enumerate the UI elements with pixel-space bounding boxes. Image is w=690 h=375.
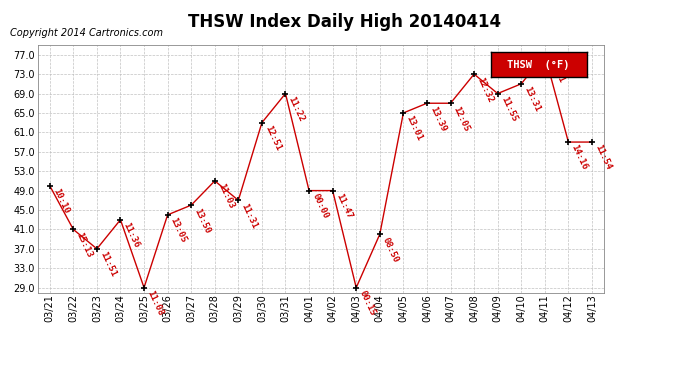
Text: 12:05: 12:05 xyxy=(452,105,471,133)
Text: 13:50: 13:50 xyxy=(193,207,212,235)
Text: 11:31: 11:31 xyxy=(239,202,259,230)
Text: 13:39: 13:39 xyxy=(428,105,448,133)
Text: 11:51: 11:51 xyxy=(98,250,117,279)
Text: 11:47: 11:47 xyxy=(334,192,353,220)
Text: 11:03: 11:03 xyxy=(216,182,235,210)
Text: 10:10: 10:10 xyxy=(51,187,70,215)
Text: 14:16: 14:16 xyxy=(569,144,589,172)
Text: 13:05: 13:05 xyxy=(169,216,188,244)
Text: 13:31: 13:31 xyxy=(522,85,542,114)
Text: 11:22: 11:22 xyxy=(286,95,306,123)
Text: 00:00: 00:00 xyxy=(310,192,330,220)
Text: 11:55: 11:55 xyxy=(499,95,518,123)
Text: 08:50: 08:50 xyxy=(381,236,400,264)
Text: 13:01: 13:01 xyxy=(404,114,424,142)
Text: 12:32: 12:32 xyxy=(475,76,495,104)
Text: THSW Index Daily High 20140414: THSW Index Daily High 20140414 xyxy=(188,13,502,31)
Text: 11:36: 11:36 xyxy=(121,221,141,249)
Text: 12:51: 12:51 xyxy=(263,124,283,152)
Text: 13:31: 13:31 xyxy=(546,56,566,84)
Text: 00:15: 00:15 xyxy=(357,289,377,317)
Text: 15:13: 15:13 xyxy=(75,231,94,259)
Text: 11:08: 11:08 xyxy=(145,289,165,317)
Text: 11:54: 11:54 xyxy=(593,144,613,172)
Text: Copyright 2014 Cartronics.com: Copyright 2014 Cartronics.com xyxy=(10,28,164,38)
